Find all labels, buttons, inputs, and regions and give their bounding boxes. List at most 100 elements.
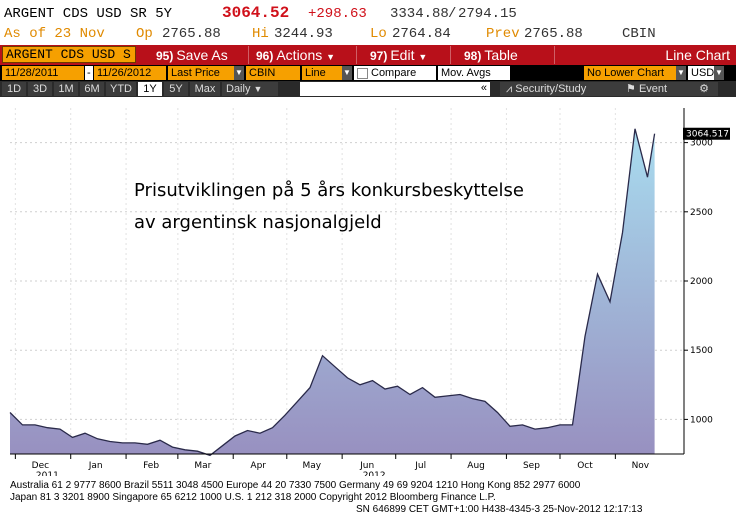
edit-menu[interactable]: 97) Edit ▼ <box>364 46 451 64</box>
mov-avgs-checkbox[interactable]: Mov. Avgs <box>438 66 510 80</box>
collapse-chevron-icon[interactable]: « <box>480 82 487 94</box>
currency-dropdown-icon[interactable]: ▼ <box>714 66 724 80</box>
start-date-input[interactable]: 11/28/2011 <box>2 66 84 80</box>
footer-line-1: Australia 61 2 9777 8600 Brazil 5511 304… <box>10 480 581 491</box>
mov-avgs-label: Mov. Avgs <box>441 67 491 79</box>
last-value-marker: 3064.517 <box>683 127 730 140</box>
axes: 1000 1500 2000 2500 3000 Dec Jan Feb Mar Apr May Ju… <box>10 108 713 476</box>
frequency-chevron-down-icon: ▼ <box>253 84 263 94</box>
period-max[interactable]: Max <box>190 82 220 96</box>
price-change: +298.63 <box>308 6 367 22</box>
y-tick-label: 1000 <box>690 415 713 425</box>
last-value-label: 3064.517 <box>686 130 729 140</box>
period-6m[interactable]: 6M <box>80 82 104 96</box>
x-tick-label: Jun <box>359 461 374 471</box>
open-value: 2765.88 <box>162 26 221 42</box>
quote-header: ARGENT CDS USD SR 5Y 3064.52 +298.63 333… <box>0 0 736 28</box>
settings-gear-icon[interactable]: ⚙ <box>690 82 718 96</box>
ticker-name: ARGENT CDS USD SR 5Y <box>4 6 173 22</box>
hi-value: 3244.93 <box>274 26 333 42</box>
x-tick-label: Aug <box>467 461 485 471</box>
footer: Australia 61 2 9777 8600 Brazil 5511 304… <box>0 478 736 527</box>
quote-stats: As of 23 Nov Op 2765.88 Hi 3244.93 Lo 27… <box>0 26 736 44</box>
security-search-input[interactable]: « <box>300 82 490 96</box>
price-chart: 1000 1500 2000 2500 3000 Dec Jan Feb Mar Apr May Ju… <box>0 98 736 476</box>
x-tick-label: Nov <box>632 461 650 471</box>
x-tick-label: May <box>302 461 321 471</box>
x-tick-label: Dec <box>32 461 49 471</box>
as-of-date: As of 23 Nov <box>4 26 105 42</box>
annotation-line-2: av argentinsk nasjonalgjeld <box>134 212 382 233</box>
field-dropdown-icon[interactable]: ▼ <box>234 66 244 80</box>
x-tick-label: Oct <box>577 461 593 471</box>
actions-number: 96) <box>256 49 274 63</box>
event-label: Event <box>638 83 668 95</box>
source-input[interactable]: CBIN <box>246 66 300 80</box>
x-tick-label: Jan <box>88 461 103 471</box>
style-dropdown-icon[interactable]: ▼ <box>342 66 352 80</box>
y-tick-label: 2500 <box>690 208 713 218</box>
period-5y[interactable]: 5Y <box>164 82 188 96</box>
period-1m[interactable]: 1M <box>54 82 78 96</box>
last-price: 3064.52 <box>222 4 290 22</box>
annotation-line-1: Prisutviklingen på 5 års konkursbeskytte… <box>134 180 524 201</box>
chart-type-label: Line Chart <box>665 47 730 63</box>
edit-chevron-down-icon: ▼ <box>418 52 428 62</box>
edit-label: Edit <box>390 47 415 63</box>
table-button[interactable]: 98) Table <box>458 46 555 64</box>
y-tick-label: 2000 <box>690 277 713 287</box>
actions-chevron-down-icon: ▼ <box>326 52 336 62</box>
table-label: Table <box>484 47 518 63</box>
lower-chart-dropdown-icon[interactable]: ▼ <box>676 66 686 80</box>
ticker-input[interactable]: ARGENT CDS USD S <box>2 46 136 63</box>
security-study-label: Security/Study <box>515 83 587 95</box>
actions-menu[interactable]: 96) Actions ▼ <box>250 46 357 64</box>
end-date-input[interactable]: 11/26/2012 <box>94 66 166 80</box>
field-select[interactable]: Last Price <box>168 66 234 80</box>
compare-label: Compare <box>371 67 417 79</box>
compare-checkbox-icon <box>357 67 368 79</box>
price-line <box>9 128 656 457</box>
line-chart-icon: ⩘ <box>506 83 513 95</box>
table-number: 98) <box>464 49 482 63</box>
save-as-label: Save As <box>176 47 228 63</box>
period-ytd[interactable]: YTD <box>106 82 136 96</box>
x-year-label: 2011 <box>36 471 59 476</box>
security-study-button[interactable]: ⩘ Security/Study <box>500 82 622 96</box>
x-year-label: 2012 <box>363 471 386 476</box>
source-label: CBIN <box>622 26 656 42</box>
flag-icon: ⚑ <box>626 83 636 95</box>
y-tick-label: 3000 <box>690 139 713 149</box>
menu-bar: ARGENT CDS USD S 95) Save As 96) Actions ▼… <box>0 45 736 65</box>
period-3d[interactable]: 3D <box>28 82 52 96</box>
x-tick-label: Mar <box>194 461 211 471</box>
actions-label: Actions <box>276 47 323 63</box>
price-area <box>10 128 655 456</box>
x-tick-label: Apr <box>250 461 266 471</box>
event-button[interactable]: ⚑ Event <box>620 82 692 96</box>
frequency-select[interactable]: Daily ▼ <box>222 82 278 96</box>
open-label: Op <box>136 26 153 42</box>
x-tick-label: Feb <box>143 461 159 471</box>
save-as-number: 95) <box>156 49 174 63</box>
save-as-button[interactable]: 95) Save As <box>150 46 249 64</box>
hi-label: Hi <box>252 26 269 42</box>
style-select[interactable]: Line <box>302 66 342 80</box>
lo-value: 2764.84 <box>392 26 451 42</box>
compare-checkbox[interactable]: Compare <box>354 66 436 80</box>
chart-controls: 11/28/2011 - 11/26/2012 Last Price ▼ CBI… <box>0 65 736 81</box>
range-high: 3334.88 <box>390 6 449 22</box>
x-tick-label: Sep <box>523 461 540 471</box>
x-tick-label: Jul <box>414 461 426 471</box>
lo-label: Lo <box>370 26 387 42</box>
prev-value: 2765.88 <box>524 26 583 42</box>
lower-chart-select[interactable]: No Lower Chart <box>584 66 676 80</box>
prev-label: Prev <box>486 26 520 42</box>
frequency-label: Daily <box>226 83 251 95</box>
currency-select[interactable]: USD <box>688 66 714 80</box>
date-separator: - <box>85 66 93 80</box>
period-1y[interactable]: 1Y <box>138 82 162 96</box>
range-low: 2794.15 <box>458 6 517 22</box>
period-1d[interactable]: 1D <box>2 82 26 96</box>
footer-line-3: SN 646899 CET GMT+1:00 H438-4345-3 25-No… <box>356 504 643 515</box>
